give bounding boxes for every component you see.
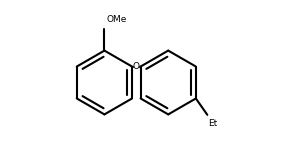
Text: OMe: OMe xyxy=(106,15,126,24)
Text: Et: Et xyxy=(208,119,217,128)
Text: O: O xyxy=(133,62,140,71)
